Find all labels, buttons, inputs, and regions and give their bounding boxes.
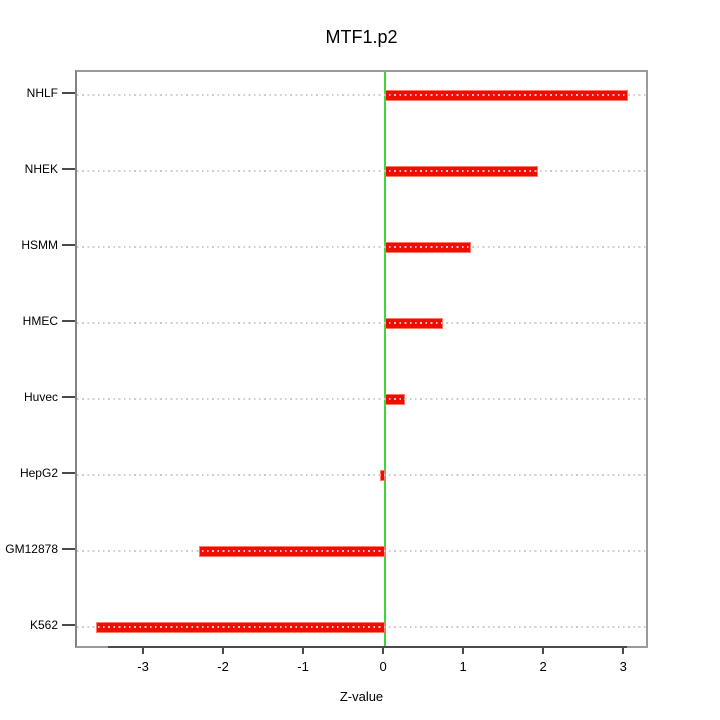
plot-area: [75, 70, 648, 648]
gridline: [77, 398, 646, 400]
gridline: [77, 94, 646, 96]
y-axis-label: HMEC: [22, 314, 58, 328]
y-axis-tick: [62, 472, 75, 474]
y-axis-label: NHEK: [24, 162, 58, 176]
x-axis-line: [108, 646, 627, 648]
x-axis-tick: [222, 648, 225, 654]
x-axis-tick: [302, 648, 305, 654]
gridline: [77, 170, 646, 172]
gridline: [77, 474, 646, 476]
x-axis-tick-label: 2: [539, 659, 547, 674]
y-axis-tick: [62, 548, 75, 550]
y-axis-label: HepG2: [19, 466, 58, 480]
x-axis-tick: [622, 648, 625, 654]
y-axis-label: Huvec: [23, 390, 58, 404]
x-axis-tick-label: 0: [379, 659, 387, 674]
y-axis-tick: [62, 168, 75, 170]
x-axis-tick: [462, 648, 465, 654]
x-axis-tick: [542, 648, 545, 654]
x-axis-tick-label: -1: [297, 659, 309, 674]
gridline: [77, 550, 646, 552]
gridline: [77, 246, 646, 248]
y-axis-tick: [62, 320, 75, 322]
y-axis-tick: [62, 92, 75, 94]
y-axis-label: K562: [29, 618, 58, 632]
x-axis-tick-label: 3: [619, 659, 627, 674]
gridline: [77, 322, 646, 324]
y-axis-label: HSMM: [21, 238, 58, 252]
zero-line: [384, 72, 387, 646]
y-axis-label: NHLF: [26, 86, 58, 100]
chart-title: MTF1.p2: [325, 27, 398, 47]
x-axis-tick: [142, 648, 145, 654]
y-axis-tick: [62, 396, 75, 398]
y-axis-tick: [62, 624, 75, 626]
y-axis-label: GM12878: [5, 542, 58, 556]
x-axis-tick-label: -3: [137, 659, 149, 674]
x-axis-tick-label: -2: [217, 659, 229, 674]
gridline: [77, 626, 646, 628]
x-axis-tick-label: 1: [459, 659, 467, 674]
y-axis-tick: [62, 244, 75, 246]
x-axis-tick: [382, 648, 385, 654]
x-axis-title: Z-value: [339, 689, 384, 704]
